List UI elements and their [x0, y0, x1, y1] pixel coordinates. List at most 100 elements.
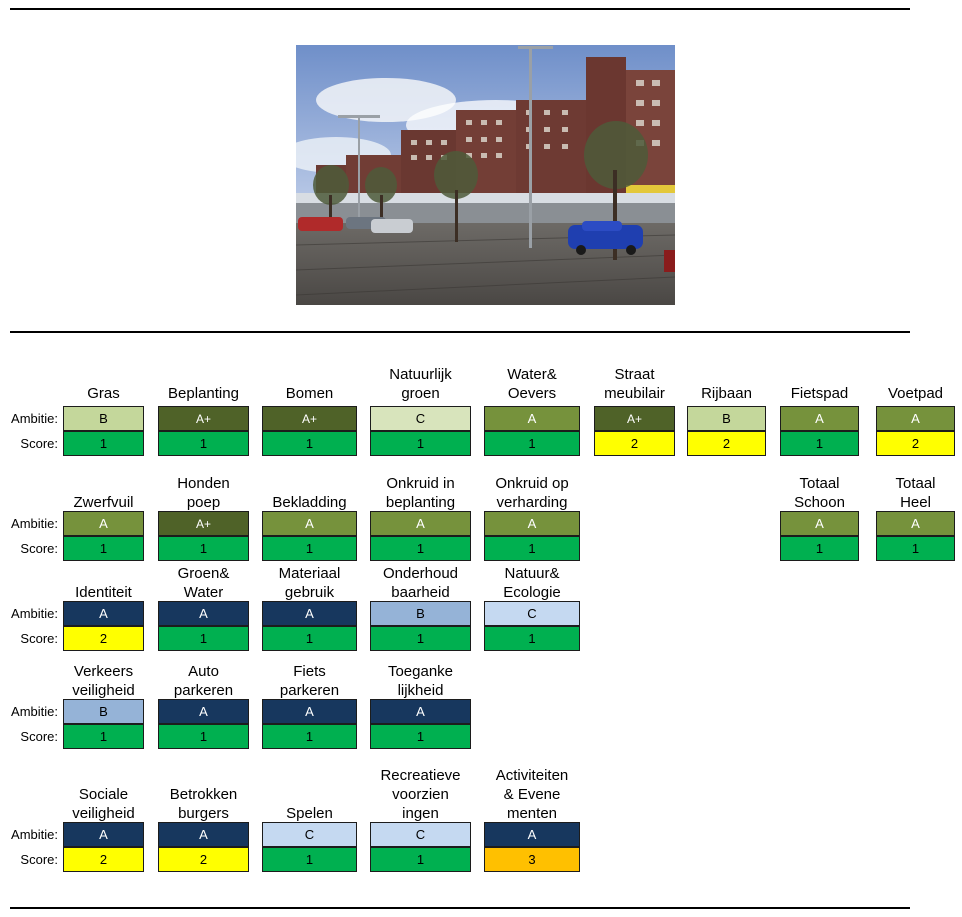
score-cell: 1 [262, 724, 357, 749]
ambitie-cell: A [262, 699, 357, 724]
ambitie-cell: A [484, 822, 580, 847]
score-cell: 1 [370, 626, 471, 651]
ambitie-cell: A [780, 511, 859, 536]
ambitie-cell: A+ [262, 406, 357, 431]
category-label: Recreatieve voorzien ingen [380, 767, 461, 822]
category-label: Gras [87, 385, 120, 402]
category-label: Onkruid op verharding [495, 475, 569, 511]
category-label: Bekladding [272, 494, 347, 511]
ambitie-cell: B [370, 601, 471, 626]
category-label: Materiaal gebruik [278, 565, 341, 601]
category-label: Beplanting [168, 385, 239, 402]
ambitie-cell: C [262, 822, 357, 847]
category-label: Toeganke lijkheid [387, 663, 454, 699]
category-label: Spelen [286, 805, 333, 822]
ambitie-cell: A [484, 511, 580, 536]
category-label: Auto parkeren [173, 663, 234, 699]
ambitie-cell: A [262, 511, 357, 536]
ambitie-cell: A [780, 406, 859, 431]
score-cell: 1 [158, 724, 249, 749]
category-label: Betrokken burgers [169, 786, 238, 822]
shopping-centre-image [296, 45, 675, 305]
category-label: Totaal Heel [895, 475, 936, 511]
category-label: Verkeers veiligheid [72, 663, 135, 699]
ambitie-cell: A [262, 601, 357, 626]
street-photo [296, 45, 675, 305]
score-cell: 1 [262, 431, 357, 456]
score-row-label: Score: [20, 541, 58, 556]
ambitie-cell: A [63, 511, 144, 536]
ambitie-cell: A [158, 822, 249, 847]
score-cell: 1 [780, 431, 859, 456]
ambitie-cell: A [484, 406, 580, 431]
ambitie-cell: A+ [158, 511, 249, 536]
score-cell: 1 [63, 724, 144, 749]
category-label: Water& Oevers [507, 366, 557, 402]
score-row-label: Score: [20, 729, 58, 744]
ambitie-cell: C [370, 406, 471, 431]
category-label: Groen& Water [177, 565, 230, 601]
category-label: Bomen [285, 385, 334, 402]
category-label: Fietspad [790, 385, 849, 402]
score-cell: 1 [158, 431, 249, 456]
score-cell: 1 [484, 536, 580, 561]
middle-divider [10, 331, 910, 333]
ambitie-cell: B [687, 406, 766, 431]
ambitie-cell: A [158, 601, 249, 626]
score-cell: 1 [370, 847, 471, 872]
category-label: Voetpad [887, 385, 944, 402]
ambitie-cell: A [63, 601, 144, 626]
score-row-label: Score: [20, 852, 58, 867]
score-cell: 1 [370, 431, 471, 456]
score-row-label: Score: [20, 631, 58, 646]
score-cell: 2 [687, 431, 766, 456]
category-label: Activiteiten & Evene menten [495, 767, 569, 822]
score-cell: 2 [594, 431, 675, 456]
score-cell: 1 [63, 431, 144, 456]
ambitie-row-label: Ambitie: [11, 606, 58, 621]
score-cell: 1 [158, 536, 249, 561]
category-label: Sociale veiligheid [72, 786, 135, 822]
category-label: Straat meubilair [604, 366, 665, 402]
category-label: Totaal Schoon [794, 475, 845, 511]
category-label: Zwerfvuil [73, 494, 134, 511]
score-cell: 2 [158, 847, 249, 872]
ambitie-row-label: Ambitie: [11, 411, 58, 426]
score-cell: 1 [370, 536, 471, 561]
category-label: Rijbaan [701, 385, 752, 402]
score-cell: 2 [63, 847, 144, 872]
score-cell: 1 [262, 536, 357, 561]
ambitie-cell: A+ [594, 406, 675, 431]
score-cell: 3 [484, 847, 580, 872]
ambitie-cell: A+ [158, 406, 249, 431]
ambitie-cell: A [876, 406, 955, 431]
ambitie-cell: C [370, 822, 471, 847]
category-label: Natuur& Ecologie [503, 565, 561, 601]
ambitie-row-label: Ambitie: [11, 516, 58, 531]
ambitie-cell: A [876, 511, 955, 536]
ambitie-cell: B [63, 406, 144, 431]
score-cell: 1 [484, 431, 580, 456]
category-label: Natuurlijk groen [389, 366, 452, 402]
score-cell: 1 [158, 626, 249, 651]
bottom-divider [10, 907, 910, 909]
score-cell: 1 [370, 724, 471, 749]
ambitie-cell: A [158, 699, 249, 724]
top-divider [10, 8, 910, 10]
score-row-label: Score: [20, 436, 58, 451]
ambitie-cell: B [63, 699, 144, 724]
score-cell: 2 [63, 626, 144, 651]
ambitie-row-label: Ambitie: [11, 704, 58, 719]
score-cell: 1 [63, 536, 144, 561]
category-label: Fiets parkeren [279, 663, 340, 699]
score-cell: 2 [876, 431, 955, 456]
score-cell: 1 [780, 536, 859, 561]
ambitie-cell: A [370, 511, 471, 536]
ambitie-cell: C [484, 601, 580, 626]
score-cell: 1 [262, 626, 357, 651]
category-label: Identiteit [75, 584, 132, 601]
category-label: Onderhoud baarheid [382, 565, 459, 601]
ambitie-row-label: Ambitie: [11, 827, 58, 842]
category-label: Onkruid in beplanting [385, 475, 456, 511]
ambitie-cell: A [63, 822, 144, 847]
